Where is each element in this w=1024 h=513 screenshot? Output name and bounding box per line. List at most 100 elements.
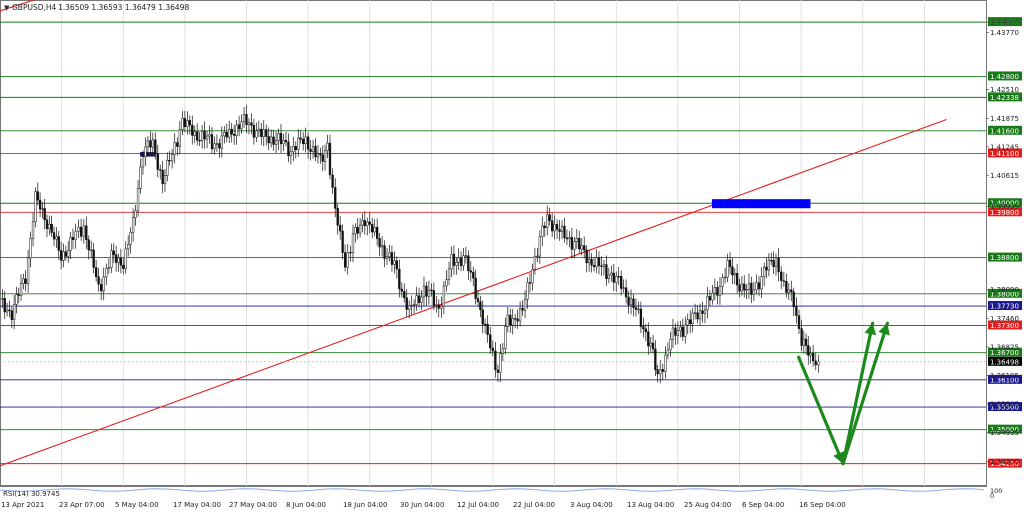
candle-body (90, 249, 93, 251)
candle-body (79, 226, 83, 237)
candle-body (302, 139, 305, 144)
candle-body (383, 245, 386, 259)
candle-body (442, 285, 446, 307)
candle-body (354, 227, 357, 235)
candle-body (205, 135, 209, 140)
candle-body (131, 217, 135, 233)
candle-body (664, 354, 667, 372)
candle-body (77, 226, 80, 232)
candle-body (166, 159, 169, 176)
candle-body (459, 257, 463, 266)
candle-body (260, 128, 263, 137)
candle-body (538, 236, 541, 257)
candle-body (580, 245, 583, 250)
candle-body (22, 278, 25, 284)
candle-body (250, 122, 253, 126)
candle-body (346, 252, 349, 268)
candle-body (632, 298, 635, 308)
candle-body (553, 224, 556, 232)
time-tick-label: 16 Sep 04:00 (799, 501, 846, 509)
candle-body (735, 272, 739, 286)
level-price-tag-label: 1.44000 (990, 19, 1019, 27)
candle-body (26, 257, 30, 284)
candle-body (385, 256, 389, 259)
time-tick-label: 13 Apr 2021 (1, 501, 44, 509)
level-price-tag (988, 347, 1022, 357)
candle-body (767, 259, 771, 271)
symbol-dropdown-icon[interactable]: ▼ (4, 4, 10, 12)
candle-body (361, 220, 364, 226)
candle-body (193, 131, 196, 136)
candle-body (319, 153, 322, 156)
candle-body (809, 353, 812, 356)
candle-body (299, 137, 302, 140)
candle-body (233, 134, 236, 136)
price-scale: 1.44000 1.43770 1.42510 1.41875 1.41245 1.406… (986, 19, 1019, 466)
candle-body (772, 260, 775, 268)
candle-body (445, 279, 448, 287)
candle-body (74, 231, 77, 241)
time-tick-label: 25 Aug 04:00 (684, 501, 731, 509)
time-tick-label: 8 Jun 04:00 (286, 501, 326, 509)
candle-body (774, 257, 778, 268)
current-price-label: 1.36498 (990, 358, 1019, 366)
candle-body (110, 250, 113, 268)
level-price-tag-label: 1.39800 (990, 209, 1019, 217)
candle-body (483, 323, 487, 326)
candle-body (506, 314, 509, 327)
candle-body (289, 151, 293, 157)
price-tick-label: 1.44000 (990, 19, 1019, 27)
candle-body (100, 284, 103, 292)
candle-body (67, 250, 70, 257)
time-tick-label: 23 Apr 07:00 (59, 501, 105, 509)
candle-body (489, 334, 492, 349)
candle-body (568, 237, 571, 240)
price-zone (711, 199, 811, 209)
ohlc-readout: 1.36509 1.36593 1.36479 1.36498 (58, 3, 189, 12)
candle-body (321, 154, 324, 162)
candle-body (462, 255, 465, 266)
level-price-tag (988, 458, 1022, 468)
level-price-tag (988, 125, 1022, 135)
candle-body (395, 260, 399, 270)
price-tick-label: 1.36195 (990, 372, 1019, 380)
candle-body (615, 276, 618, 283)
forecast-arrow-leg (841, 321, 890, 466)
forecast-arrow-leg (797, 355, 845, 466)
candle-body (637, 308, 640, 311)
candle-body (533, 256, 537, 270)
candle-body (765, 266, 768, 271)
candle-body (15, 294, 18, 305)
candle-body (447, 268, 451, 280)
candle-body (403, 291, 406, 299)
candle-body (57, 236, 60, 251)
candle-body (191, 124, 194, 136)
level-price-tag-label: 1.35000 (990, 426, 1019, 434)
candle-body (684, 324, 687, 337)
candle-body (237, 124, 241, 130)
candle-body (536, 255, 539, 258)
candle-body (731, 266, 734, 276)
candle-body (597, 257, 601, 267)
candle-body (388, 252, 391, 257)
candle-body (343, 252, 347, 268)
candles: 1.36498 (0, 105, 1022, 384)
candle-body (183, 118, 187, 127)
trendline (0, 0, 36, 12)
candle-body (516, 318, 519, 322)
candle-body (410, 304, 413, 307)
candle-body (178, 129, 181, 147)
candle-body (792, 291, 795, 308)
candle-body (691, 312, 694, 324)
candle-body (272, 136, 275, 145)
candle-body (400, 288, 403, 292)
candle-body (654, 348, 657, 370)
candle-body (122, 264, 125, 269)
candle-body (733, 272, 736, 276)
time-tick-label: 12 Jul 04:00 (457, 501, 499, 509)
candle-body (726, 259, 729, 278)
candle-body (144, 146, 147, 157)
candle-body (750, 282, 753, 295)
